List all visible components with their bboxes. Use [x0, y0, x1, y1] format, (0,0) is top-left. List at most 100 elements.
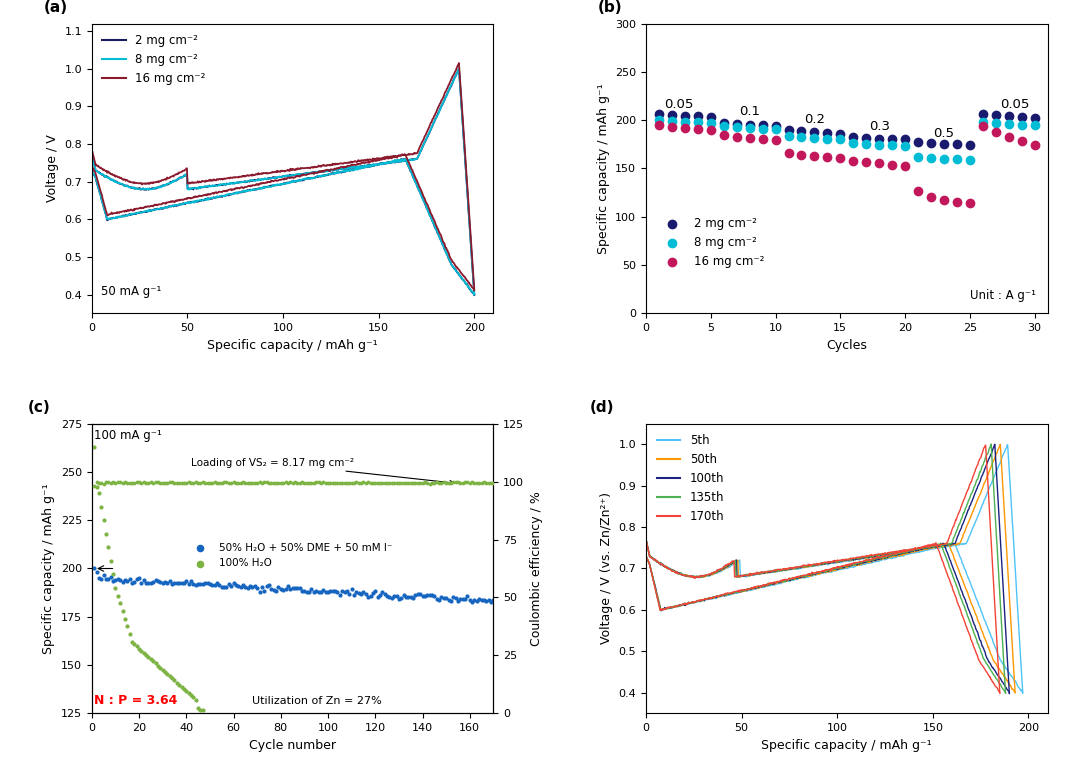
Point — [974, 108, 991, 121]
Point — [715, 117, 732, 129]
Point — [819, 151, 836, 163]
Point — [143, 653, 160, 666]
Point — [147, 574, 164, 586]
Point — [159, 576, 176, 589]
Point — [302, 583, 320, 595]
Point — [137, 576, 154, 589]
Point — [407, 477, 424, 489]
Point — [416, 590, 433, 602]
Point — [383, 477, 401, 489]
Point — [161, 575, 178, 587]
Point — [145, 576, 162, 589]
Point — [256, 476, 273, 488]
Point — [948, 153, 966, 165]
Point — [338, 477, 355, 489]
Point — [374, 586, 391, 599]
Point — [360, 591, 377, 604]
Point — [276, 583, 294, 596]
Point — [402, 477, 419, 489]
Point — [192, 578, 210, 590]
Point — [194, 703, 212, 716]
Point — [715, 120, 732, 132]
Point — [715, 129, 732, 141]
Point — [845, 154, 862, 167]
Point — [961, 139, 978, 151]
Point — [149, 575, 166, 587]
Point — [870, 132, 888, 145]
Point — [129, 476, 146, 488]
Point — [381, 591, 399, 604]
Point — [206, 476, 224, 488]
X-axis label: Cycles: Cycles — [826, 339, 867, 352]
Point — [883, 158, 901, 171]
Text: 0.05: 0.05 — [664, 97, 693, 111]
Point — [137, 477, 154, 489]
Point — [194, 476, 212, 488]
Point — [308, 585, 325, 597]
Point — [270, 581, 287, 593]
Point — [262, 583, 280, 595]
Point — [442, 594, 459, 607]
Point — [404, 477, 421, 489]
Point — [107, 574, 124, 586]
Point — [650, 108, 667, 121]
Point — [282, 476, 299, 488]
Point — [390, 593, 407, 605]
Legend: 2 mg cm⁻², 8 mg cm⁻², 16 mg cm⁻²: 2 mg cm⁻², 8 mg cm⁻², 16 mg cm⁻² — [656, 212, 769, 273]
Point — [265, 584, 282, 597]
Point — [125, 575, 143, 588]
Point — [314, 476, 332, 488]
Point — [961, 154, 978, 166]
Point — [767, 120, 784, 132]
Point — [465, 593, 483, 606]
Point — [463, 596, 481, 608]
Point — [922, 151, 940, 164]
Point — [159, 477, 176, 489]
Point — [974, 120, 991, 132]
Point — [806, 150, 823, 162]
Point — [447, 592, 464, 604]
Point — [421, 477, 438, 490]
Point — [459, 590, 476, 602]
Point — [435, 476, 453, 488]
Point — [676, 110, 693, 122]
Point — [419, 589, 436, 601]
Point — [461, 593, 478, 606]
Point — [220, 477, 238, 489]
Point — [1013, 135, 1030, 147]
Point — [149, 476, 166, 488]
Point — [291, 582, 308, 594]
Point — [870, 139, 888, 151]
Point — [650, 114, 667, 126]
Point — [291, 477, 308, 489]
Point — [173, 576, 190, 589]
Point — [477, 477, 495, 489]
Point — [102, 477, 119, 489]
Point — [119, 477, 136, 489]
Point — [133, 644, 150, 657]
Point — [85, 562, 103, 575]
Point — [296, 477, 313, 489]
Point — [364, 477, 381, 489]
Point — [858, 138, 875, 151]
Point — [206, 579, 224, 591]
Point — [131, 642, 148, 655]
Point — [819, 126, 836, 139]
Point — [109, 590, 126, 602]
Point — [793, 149, 810, 162]
Point — [402, 590, 419, 603]
Point — [274, 583, 292, 596]
Point — [1013, 111, 1030, 124]
Point — [119, 575, 136, 587]
Point — [416, 476, 433, 488]
Point — [845, 130, 862, 143]
Point — [185, 691, 202, 704]
Point — [334, 585, 351, 597]
Point — [974, 116, 991, 129]
Point — [689, 110, 706, 122]
Point — [95, 514, 112, 527]
Point — [232, 581, 249, 593]
Point — [414, 590, 431, 602]
Point — [350, 477, 367, 489]
Point — [215, 476, 232, 488]
